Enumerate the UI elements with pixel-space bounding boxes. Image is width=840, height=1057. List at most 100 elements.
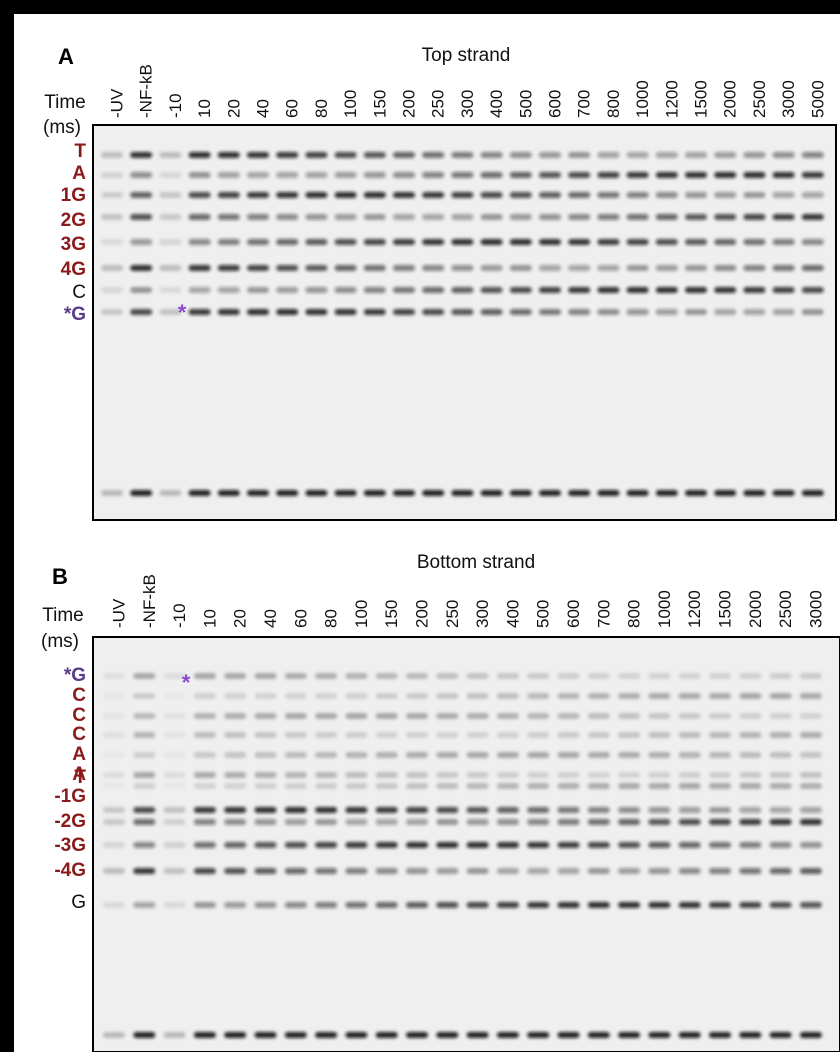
gel-band — [103, 902, 125, 908]
gel-band — [480, 265, 503, 271]
gel-band — [557, 772, 580, 778]
gel-band — [315, 713, 338, 719]
gel-band — [315, 732, 338, 738]
gel-band — [130, 265, 153, 271]
gel-band — [655, 172, 678, 178]
gel-band — [375, 807, 398, 813]
gel-band — [101, 214, 123, 220]
gel-band — [406, 713, 428, 719]
gel-band — [284, 868, 307, 874]
gel-band — [739, 713, 762, 719]
gel-band — [217, 214, 240, 220]
gel-band — [527, 807, 550, 813]
gel-band — [480, 214, 503, 220]
gel-band — [159, 192, 182, 198]
gel-band — [480, 239, 503, 245]
gel-band — [217, 152, 240, 158]
gel-band — [769, 1032, 792, 1038]
gel-band — [436, 807, 459, 813]
gel-band — [224, 673, 247, 679]
gel-band — [466, 693, 489, 699]
gel-band — [375, 772, 398, 778]
gel-band — [254, 752, 277, 758]
lane-label: 10 — [200, 609, 219, 628]
lane-label: 700 — [575, 90, 594, 118]
gel-band — [527, 732, 550, 738]
gel-band — [436, 783, 459, 789]
gel-band — [648, 752, 671, 758]
gel-band — [305, 265, 328, 271]
gel-band — [618, 713, 641, 719]
gel-band — [618, 902, 641, 908]
gel-band — [587, 807, 610, 813]
gel-band — [743, 214, 766, 220]
gel-band — [509, 214, 532, 220]
gel-band — [739, 807, 762, 813]
gel-band — [769, 842, 792, 848]
gel-band — [164, 783, 186, 789]
gel-band — [568, 152, 591, 158]
gel-band — [363, 239, 386, 245]
band-label: C — [72, 705, 86, 726]
gel-band — [363, 490, 386, 496]
gel-band — [568, 192, 591, 198]
gel-band — [224, 819, 247, 825]
gel-band — [406, 868, 428, 874]
gel-band — [466, 842, 489, 848]
gel-band — [466, 752, 489, 758]
band-label: 1G — [61, 185, 86, 206]
gel-band — [527, 1032, 550, 1038]
gel-band — [393, 309, 415, 315]
gel-band — [345, 1032, 368, 1038]
gel-band — [133, 819, 156, 825]
gel-band — [527, 902, 550, 908]
gel-band — [406, 693, 428, 699]
gel-band — [133, 1032, 156, 1038]
gel-band — [772, 265, 795, 271]
gel-band — [406, 732, 428, 738]
gel-band — [618, 673, 641, 679]
gel-band — [557, 807, 580, 813]
gel-band — [451, 214, 474, 220]
gel-band — [163, 842, 186, 848]
gel-band — [436, 772, 459, 778]
gel-band — [422, 214, 445, 220]
gel-band — [133, 673, 156, 679]
lane-label: 1200 — [662, 80, 681, 118]
gel-band — [406, 902, 428, 908]
gel-band — [801, 265, 824, 271]
gel-band — [587, 783, 610, 789]
gel-band — [315, 693, 338, 699]
gel-band — [685, 265, 707, 271]
gel-band — [739, 902, 762, 908]
gel-band — [130, 152, 153, 158]
gel-band — [466, 1032, 489, 1038]
gel-band — [375, 902, 398, 908]
gel-band — [305, 152, 328, 158]
band-label: C — [72, 685, 86, 706]
gel-band — [393, 192, 415, 198]
gel-band — [743, 287, 766, 293]
gel-band — [618, 752, 641, 758]
gel-band — [772, 152, 795, 158]
gel-band — [801, 172, 824, 178]
lane-label: 20 — [224, 99, 243, 118]
gel-band — [678, 1032, 701, 1038]
gel-band — [618, 842, 641, 848]
gel-band — [164, 752, 186, 758]
gel-band — [375, 842, 398, 848]
gel-band — [375, 752, 398, 758]
gel-band — [217, 309, 240, 315]
lane-label: 800 — [604, 90, 623, 118]
lane-label: 200 — [399, 90, 418, 118]
gel-band — [315, 783, 338, 789]
gel-band — [799, 868, 822, 874]
gel-band — [772, 192, 795, 198]
gel-band — [685, 239, 707, 245]
gel-band — [406, 772, 428, 778]
lane-label: -UV — [109, 598, 128, 628]
gel-band — [284, 693, 307, 699]
gel-band — [103, 783, 125, 789]
gel-band — [648, 842, 671, 848]
lane-label: -10 — [166, 93, 185, 118]
